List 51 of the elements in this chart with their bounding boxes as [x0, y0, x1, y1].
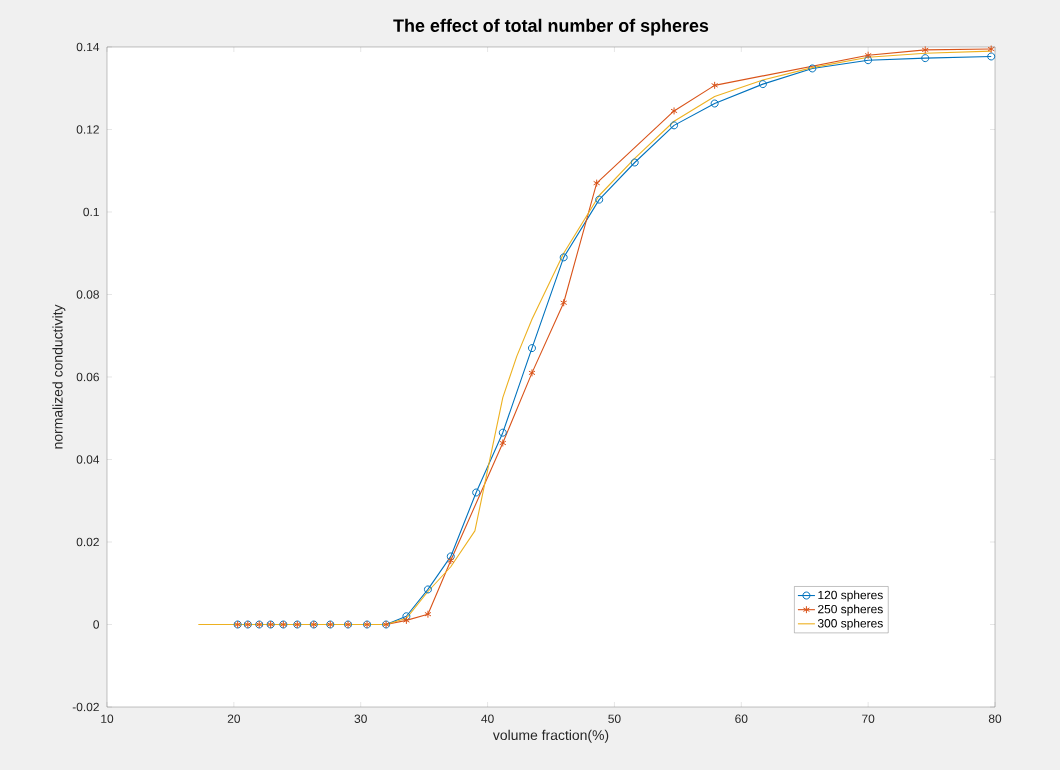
x-tick-label: 30 — [354, 714, 367, 723]
point — [560, 298, 568, 307]
point — [559, 253, 568, 262]
point — [808, 64, 817, 73]
x-tick-label: 10 — [101, 714, 114, 723]
x-tick-label: 50 — [608, 714, 621, 723]
point — [447, 556, 455, 565]
point — [670, 106, 678, 115]
point — [758, 80, 767, 89]
legend-label: 250 spheres — [818, 604, 883, 616]
x-tick-label: 20 — [227, 714, 241, 723]
point — [593, 179, 601, 188]
point — [987, 45, 995, 54]
y-tick-label: 0.08 — [76, 290, 99, 299]
point — [987, 52, 996, 61]
y-tick-label: 0.06 — [76, 372, 99, 382]
point — [921, 45, 929, 54]
y-tick-label: 0.1 — [83, 207, 99, 217]
point — [423, 585, 432, 594]
point — [446, 552, 455, 561]
point — [921, 54, 930, 63]
point — [528, 368, 536, 377]
y-tick-label: -0.02 — [72, 702, 99, 712]
point — [498, 428, 507, 437]
y-tick-label: 0 — [93, 620, 100, 629]
point — [527, 344, 536, 353]
x-tick-label: 60 — [735, 714, 748, 723]
x-axis-title: volume fraction(%) — [492, 729, 609, 743]
point — [595, 195, 604, 204]
point — [864, 56, 873, 65]
x-tick-label: 80 — [988, 714, 1002, 723]
point — [402, 616, 410, 625]
chart-title: The effect of total number of spheres — [393, 18, 709, 36]
point — [402, 612, 411, 621]
point — [864, 51, 872, 60]
point — [499, 439, 507, 447]
legend-label: 120 spheres — [818, 590, 883, 602]
x-tick-label: 70 — [862, 714, 875, 723]
point — [710, 99, 719, 108]
y-tick-label: 0.04 — [76, 455, 100, 464]
point — [711, 81, 719, 90]
y-tick-label: 0.14 — [76, 42, 100, 52]
point — [472, 488, 481, 497]
y-axis-title: normalized conductivity — [52, 304, 66, 449]
point — [630, 158, 639, 167]
y-tick-label: 0.12 — [76, 125, 99, 134]
x-tick-label: 40 — [481, 714, 494, 723]
legend-label: 300 spheres — [817, 618, 883, 630]
point — [670, 121, 679, 130]
point — [424, 610, 432, 619]
y-tick-label: 0.02 — [76, 537, 99, 547]
